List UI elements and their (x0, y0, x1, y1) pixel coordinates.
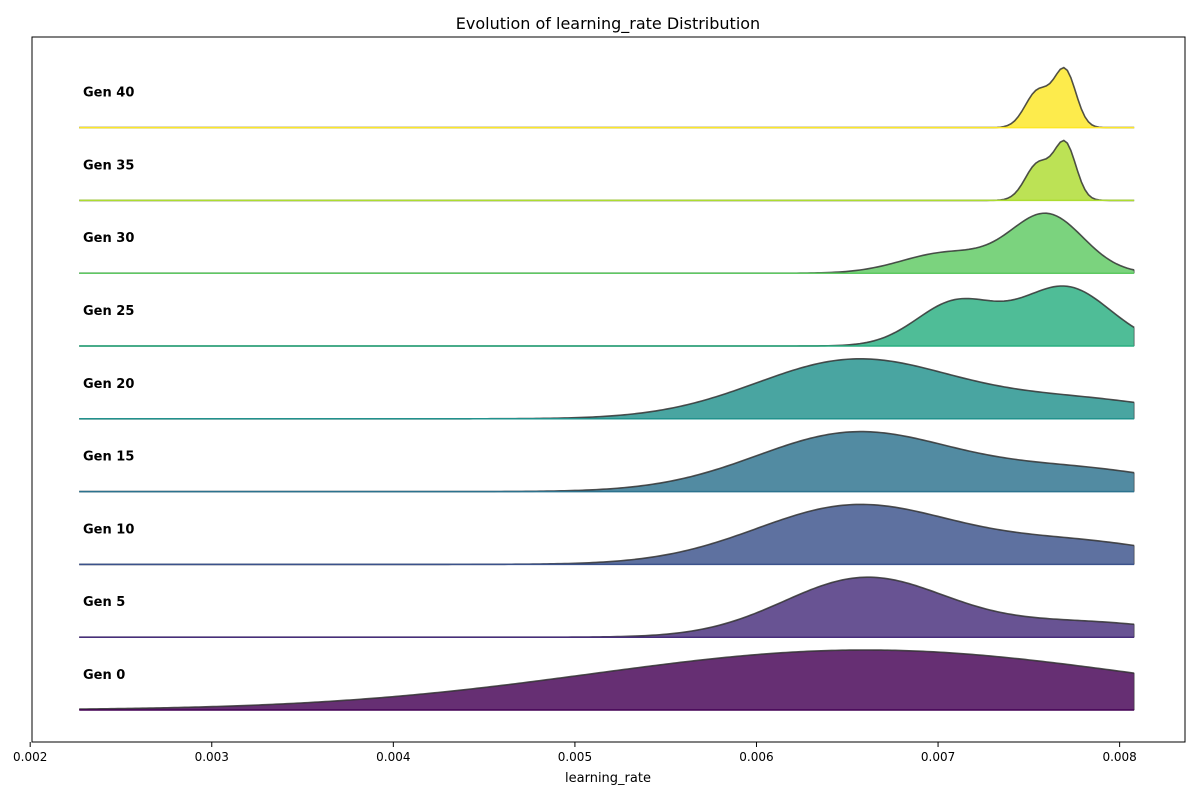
ridge-outline (79, 139, 1135, 202)
x-tick-label: 0.002 (13, 750, 47, 764)
ridge-area (79, 213, 1135, 274)
ridge-gen-5: Gen 5 (79, 576, 1135, 638)
ridge-gen-35: Gen 35 (79, 139, 1135, 202)
ridge-gen-25: Gen 25 (79, 285, 1135, 347)
ridge-area (79, 286, 1135, 346)
ridge-area (79, 431, 1135, 492)
ridge-outline (79, 649, 1135, 710)
ridge-gen-15: Gen 15 (79, 430, 1135, 493)
x-tick-label: 0.005 (558, 750, 592, 764)
x-tick-label: 0.008 (1102, 750, 1136, 764)
ridge-gen-10: Gen 10 (79, 503, 1135, 566)
series-label: Gen 10 (83, 522, 134, 537)
plot-frame (31, 36, 1186, 743)
ridge-gen-0: Gen 0 (79, 649, 1135, 711)
series-label: Gen 30 (83, 231, 134, 246)
x-tick-label: 0.006 (739, 750, 773, 764)
ridge-gen-20: Gen 20 (79, 357, 1135, 420)
series-label: Gen 25 (83, 304, 134, 319)
ridge-area (79, 358, 1135, 419)
ridge-area (79, 504, 1135, 565)
ridge-area (79, 577, 1135, 638)
series-label: Gen 5 (83, 595, 125, 610)
chart-title: Evolution of learning_rate Distribution (456, 14, 760, 34)
x-tick-label: 0.007 (921, 750, 955, 764)
series-label: Gen 0 (83, 668, 125, 683)
series-label: Gen 40 (83, 86, 134, 101)
ridge-outline (79, 66, 1135, 129)
ridge-area (79, 650, 1135, 710)
series-label: Gen 20 (83, 377, 134, 392)
series-label: Gen 15 (83, 450, 134, 465)
x-axis-label: learning_rate (565, 771, 651, 786)
x-tick-label: 0.003 (195, 750, 229, 764)
ridge-gen-30: Gen 30 (79, 212, 1135, 274)
x-axis: 0.002 0.003 0.004 0.005 0.006 0.007 0.008 (13, 742, 1137, 764)
ridge-gen-40: Gen 40 (79, 66, 1135, 129)
ridge-area (79, 140, 1135, 201)
x-tick-label: 0.004 (376, 750, 410, 764)
ridges-group: Gen 40 Gen 35 Gen 30 Gen 25 Gen 20 Gen 15 Gen … (79, 66, 1135, 711)
series-label: Gen 35 (83, 158, 134, 173)
ridge-area (79, 67, 1135, 128)
